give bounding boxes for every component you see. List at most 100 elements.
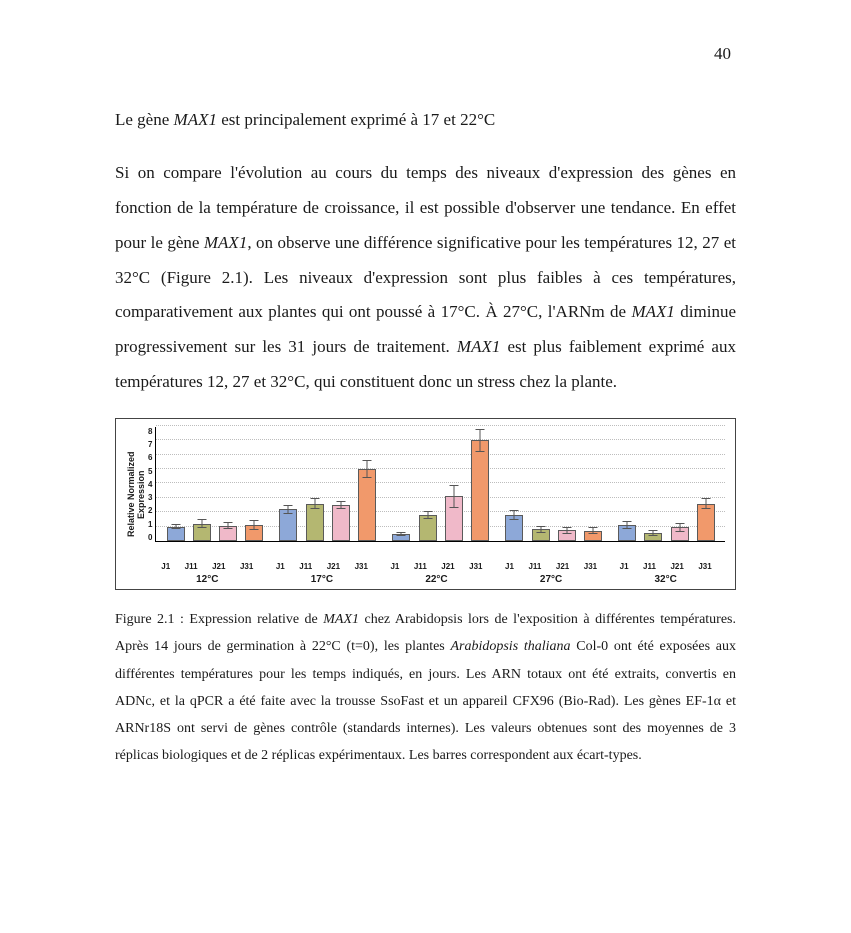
error-bar	[254, 520, 255, 530]
y-tick-label: 3	[148, 493, 152, 502]
caption-gene: MAX1	[323, 612, 359, 627]
bar-wrapper	[617, 525, 637, 541]
bar-chart: Relative Normalized Expression 8 7 6 5 4 3 2 1 0	[126, 427, 725, 562]
x-tick-label: J31	[698, 562, 711, 571]
x-tick-label: J1	[161, 562, 170, 571]
temperature-label: 12°C	[150, 571, 265, 585]
figure-container: Relative Normalized Expression 8 7 6 5 4 3 2 1 0…	[115, 418, 736, 590]
y-tick-label: 5	[148, 467, 152, 476]
x-tick-label: J21	[212, 562, 225, 571]
gene-name: MAX1	[631, 302, 674, 321]
bar-wrapper	[670, 527, 690, 541]
temperature-group	[384, 427, 497, 541]
bar-wrapper	[278, 509, 298, 541]
error-bar	[480, 429, 481, 452]
error-bar	[566, 527, 567, 534]
x-tick-label: J31	[240, 562, 253, 571]
temperature-group	[497, 427, 610, 541]
bar-wrapper	[244, 525, 264, 541]
temperature-label: 17°C	[265, 571, 380, 585]
grid-line	[156, 425, 725, 426]
temperature-label: 27°C	[494, 571, 609, 585]
x-tick-label: J1	[620, 562, 629, 571]
bar-wrapper	[357, 469, 377, 541]
x-tick-group: J1J11J21J31	[150, 562, 265, 571]
chart-bar	[167, 527, 185, 541]
error-bar	[627, 521, 628, 530]
y-tick-label: 8	[148, 427, 152, 436]
y-tick-label: 2	[148, 506, 152, 515]
error-bar	[592, 527, 593, 534]
x-tick-label: J31	[469, 562, 482, 571]
x-tick-label: J21	[556, 562, 569, 571]
y-tick-label: 1	[148, 520, 152, 529]
x-axis-groups: 12°C17°C22°C27°C32°C	[148, 571, 725, 585]
heading-text-pre: Le gène	[115, 110, 174, 129]
x-tick-group: J1 J11 J21 J31	[608, 562, 723, 571]
page-number: 40	[714, 44, 731, 64]
error-bar	[288, 505, 289, 514]
bar-wrapper	[331, 505, 351, 541]
chart-bar	[279, 509, 297, 541]
error-bar	[453, 485, 454, 508]
error-bar	[705, 498, 706, 510]
temperature-group	[158, 427, 271, 541]
error-bar	[201, 519, 202, 528]
heading-text-post: est principalement exprimé à 17 et 22°C	[217, 110, 495, 129]
y-axis-ticks: 8 7 6 5 4 3 2 1 0	[148, 427, 155, 542]
bar-wrapper	[166, 527, 186, 541]
bar-wrapper	[504, 515, 524, 541]
bar-wrapper	[470, 440, 490, 541]
x-tick-group: J1J11J21J31	[379, 562, 494, 571]
chart-bar	[471, 440, 489, 541]
x-tick-label: J11	[528, 562, 541, 571]
x-tick-label: J21	[327, 562, 340, 571]
y-tick-label: 0	[148, 533, 152, 542]
bar-wrapper	[418, 515, 438, 541]
caption-text: Col-0 ont été exposées aux différentes t…	[115, 639, 736, 763]
body-paragraph: Si on compare l'évolution au cours du te…	[115, 156, 736, 400]
chart-plot-area	[155, 427, 725, 542]
caption-text: Figure 2.1 : Expression relative de	[115, 612, 323, 627]
error-bar	[314, 498, 315, 510]
x-tick-label: J11	[299, 562, 312, 571]
gene-name: MAX1	[457, 337, 500, 356]
heading-gene: MAX1	[174, 110, 217, 129]
bar-wrapper	[557, 530, 577, 541]
error-bar	[653, 530, 654, 536]
document-page: 40 Le gène MAX1 est principalement expri…	[0, 0, 851, 933]
error-bar	[679, 523, 680, 532]
x-tick-label: J1	[276, 562, 285, 571]
bar-wrapper	[391, 534, 411, 541]
bar-wrapper	[696, 504, 716, 541]
x-tick-label: J1	[390, 562, 399, 571]
error-bar	[367, 460, 368, 477]
bar-wrapper	[531, 529, 551, 541]
chart-bar	[358, 469, 376, 541]
bar-wrapper	[583, 531, 603, 541]
chart-bar	[332, 505, 350, 541]
bar-wrapper	[643, 533, 663, 541]
y-axis-label: Relative Normalized Expression	[126, 427, 146, 562]
x-axis-ticks: J1 J11 J21 J31 J1 J11 J21 J31 J1 J11 J21 J31 J1 J11 J2…	[148, 562, 725, 571]
figure-caption: Figure 2.1 : Expression relative de MAX1…	[115, 606, 736, 770]
x-tick-label: J21	[670, 562, 683, 571]
error-bar	[540, 526, 541, 533]
x-tick-label: J11	[414, 562, 427, 571]
y-tick-label: 4	[148, 480, 152, 489]
bars-row	[156, 427, 725, 541]
error-bar	[427, 511, 428, 520]
error-bar	[340, 501, 341, 510]
bar-wrapper	[192, 524, 212, 541]
x-tick-group: J1J11J21J31	[494, 562, 609, 571]
error-bar	[514, 510, 515, 520]
caption-species: Arabidopsis thaliana	[450, 639, 570, 654]
error-bar	[401, 532, 402, 536]
x-tick-label: J1	[505, 562, 514, 571]
temperature-group	[610, 427, 723, 541]
section-heading: Le gène MAX1 est principalement exprimé …	[115, 110, 736, 130]
x-tick-label: J11	[643, 562, 656, 571]
y-tick-label: 6	[148, 453, 152, 462]
y-tick-label: 7	[148, 440, 152, 449]
x-tick-label: J31	[355, 562, 368, 571]
